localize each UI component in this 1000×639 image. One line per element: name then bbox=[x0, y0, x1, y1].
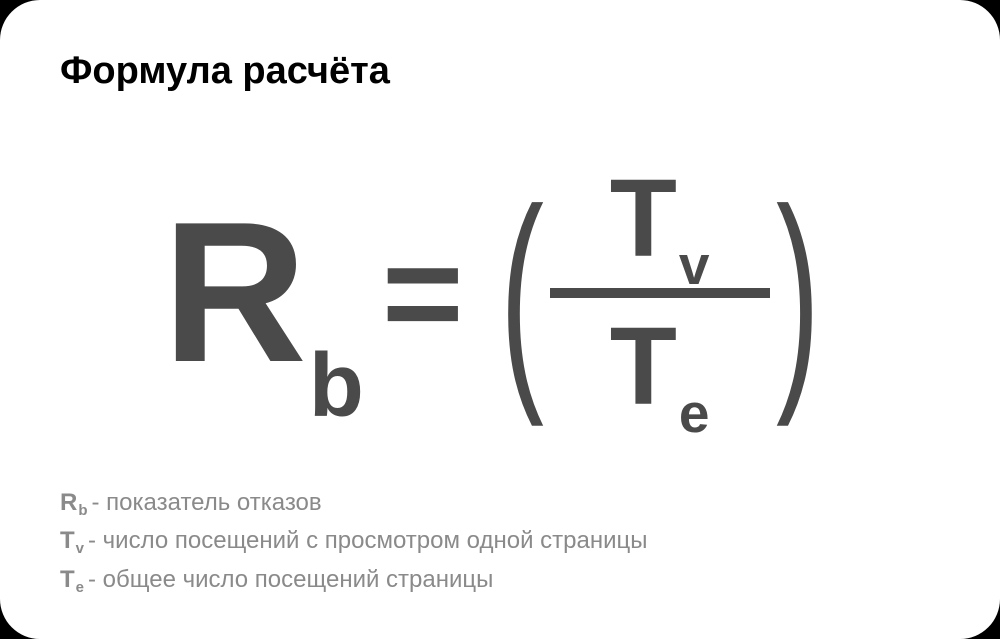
denominator-main: T bbox=[610, 312, 677, 422]
lhs-main: R bbox=[162, 193, 306, 393]
legend-text: - число посещений с просмотром одной стр… bbox=[88, 522, 648, 560]
legend-sym-main: R bbox=[60, 484, 77, 522]
numerator-sub: v bbox=[679, 238, 710, 293]
formula: R b = ( T v T e ) bbox=[162, 164, 837, 422]
legend-text: - показатель отказов bbox=[92, 484, 322, 522]
legend-text: - общее число посещений страницы bbox=[88, 561, 493, 599]
formula-area: R b = ( T v T e ) bbox=[60, 123, 940, 464]
lhs-sub: b bbox=[309, 341, 364, 431]
legend: R b - показатель отказов T v - число пос… bbox=[60, 484, 940, 599]
paren-left: ( bbox=[500, 197, 544, 389]
legend-symbol: R b bbox=[60, 484, 88, 522]
denominator-sub: e bbox=[679, 386, 710, 441]
fraction-line bbox=[550, 288, 770, 298]
legend-sym-sub: e bbox=[76, 576, 84, 600]
equals-sign: = bbox=[382, 223, 464, 363]
legend-row: R b - показатель отказов bbox=[60, 484, 940, 522]
legend-row: T e - общее число посещений страницы bbox=[60, 561, 940, 599]
denominator: T e bbox=[610, 312, 710, 422]
paren-right: ) bbox=[776, 197, 820, 389]
legend-sym-sub: v bbox=[76, 537, 84, 561]
legend-row: T v - число посещений с просмотром одной… bbox=[60, 522, 940, 560]
formula-lhs: R b bbox=[162, 193, 363, 393]
card-title: Формула расчёта bbox=[60, 50, 940, 93]
numerator: T v bbox=[610, 164, 710, 274]
legend-sym-main: T bbox=[60, 522, 75, 560]
legend-sym-sub: b bbox=[78, 499, 87, 523]
legend-symbol: T v bbox=[60, 522, 84, 560]
formula-card: Формула расчёта R b = ( T v T e ) bbox=[0, 0, 1000, 639]
fraction: T v T e bbox=[550, 164, 770, 422]
numerator-main: T bbox=[610, 164, 677, 274]
legend-symbol: T e bbox=[60, 561, 84, 599]
legend-sym-main: T bbox=[60, 561, 75, 599]
